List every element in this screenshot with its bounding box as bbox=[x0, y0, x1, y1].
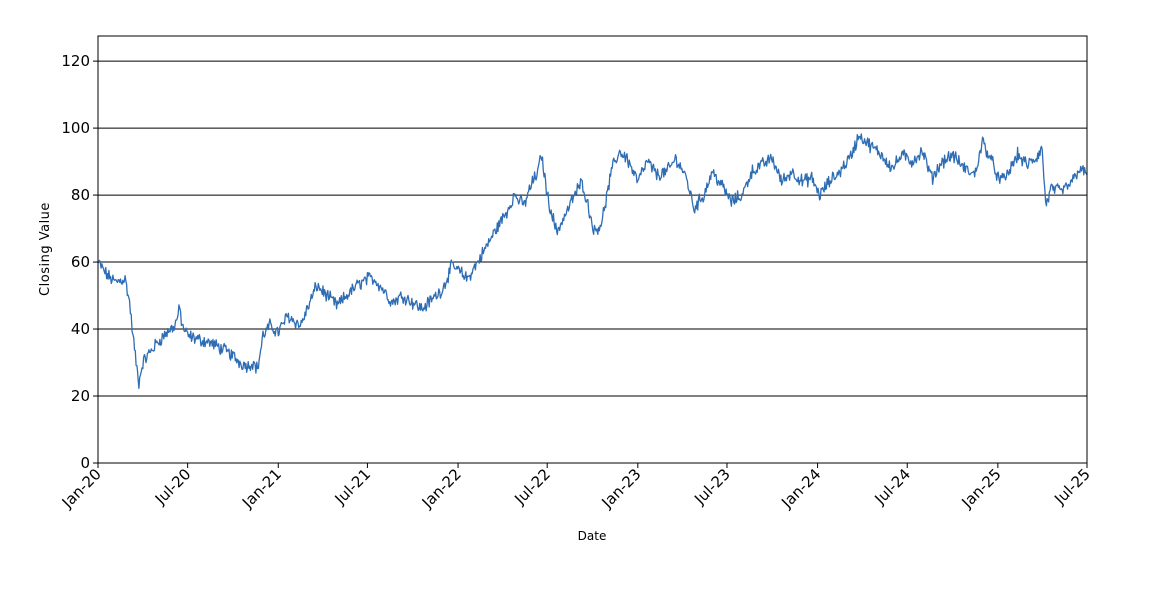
y-tick-label: 120 bbox=[61, 52, 90, 70]
series-line bbox=[97, 133, 1088, 389]
x-axis-title: Date bbox=[578, 529, 607, 543]
y-tick-label: 80 bbox=[71, 186, 90, 204]
y-tick-label: 60 bbox=[71, 253, 90, 271]
x-tick-label: Jan-22 bbox=[418, 465, 465, 512]
x-tick-label: Jan-20 bbox=[58, 465, 105, 512]
x-tick-label: Jul-21 bbox=[331, 465, 375, 509]
x-tick-label: Jan-25 bbox=[958, 465, 1005, 512]
plot-area bbox=[97, 35, 1088, 464]
y-tick-label: 40 bbox=[71, 320, 90, 338]
x-tick-label: Jul-22 bbox=[510, 465, 554, 509]
y-tick-label: 0 bbox=[80, 454, 90, 472]
x-tick-label: Jan-24 bbox=[777, 465, 824, 512]
y-axis-title: Closing Value bbox=[38, 202, 53, 296]
y-tick-label: 100 bbox=[61, 119, 90, 137]
x-tick-label: Jul-23 bbox=[690, 465, 734, 509]
series-layer bbox=[97, 133, 1088, 389]
x-tick-label: Jul-25 bbox=[1050, 465, 1094, 509]
y-axis: 0 20 40 60 80 100 120 bbox=[61, 52, 98, 472]
x-axis: Jan-20 Jul-20 Jan-21 Jul-21 Jan-22 Jul-22 Jan-… bbox=[58, 463, 1094, 512]
gridlines bbox=[98, 60, 1087, 397]
y-tick-label: 20 bbox=[71, 387, 90, 405]
x-tick-label: Jan-23 bbox=[598, 465, 645, 512]
x-tick-label: Jul-20 bbox=[151, 465, 195, 509]
x-tick-label: Jul-24 bbox=[870, 465, 914, 509]
x-tick-label: Jan-21 bbox=[238, 465, 285, 512]
